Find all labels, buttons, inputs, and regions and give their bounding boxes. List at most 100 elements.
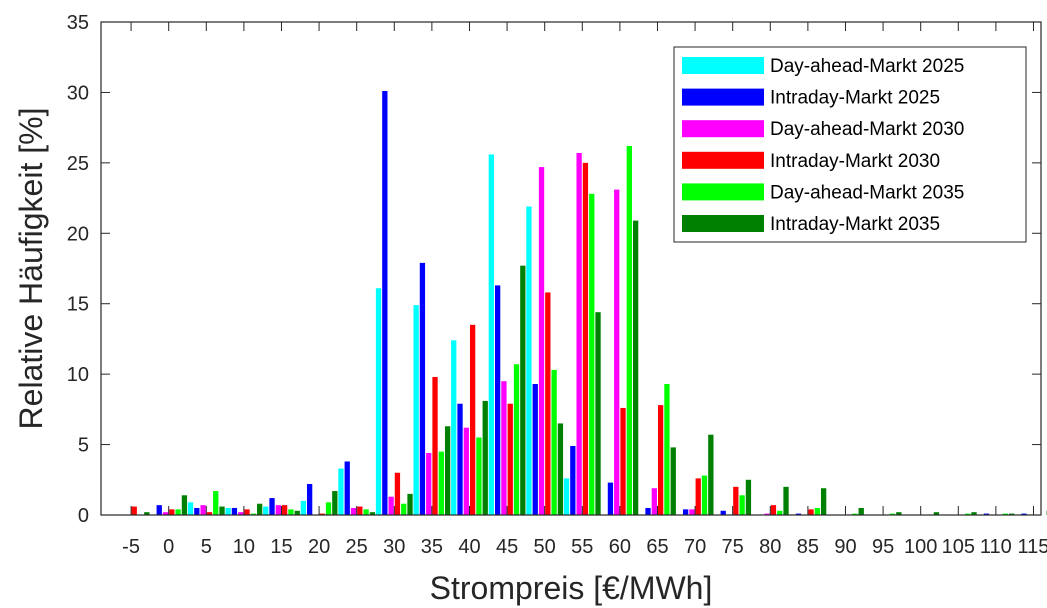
bar — [175, 509, 181, 515]
bar — [526, 206, 532, 515]
bar — [169, 509, 175, 515]
x-tick-label: 40 — [458, 536, 480, 558]
x-tick-label: 10 — [233, 536, 255, 558]
x-tick-label: -5 — [122, 536, 140, 558]
bar — [294, 510, 300, 515]
legend-swatch — [682, 120, 764, 138]
bar — [689, 509, 695, 515]
bar — [181, 495, 188, 515]
x-tick-label: 15 — [270, 536, 292, 558]
plot-frame — [100, 21, 1042, 516]
bar — [764, 513, 770, 515]
x-tick-label: 110 — [980, 536, 1012, 558]
bar — [288, 509, 294, 515]
bar — [739, 495, 745, 515]
y-tick-label: 5 — [78, 435, 89, 457]
bar — [344, 461, 350, 515]
bar — [720, 510, 726, 515]
legend-swatch — [682, 183, 764, 201]
bar — [620, 407, 626, 515]
x-tick-label: 70 — [684, 536, 706, 558]
x-tick-label: 0 — [163, 536, 174, 558]
x-tick-label: 20 — [308, 536, 330, 558]
legend-swatch — [682, 151, 764, 169]
bar — [131, 506, 137, 515]
bar — [350, 507, 357, 515]
x-tick-label: 35 — [421, 536, 443, 558]
bar — [570, 445, 576, 515]
legend-swatch — [682, 88, 764, 106]
bar — [657, 405, 664, 515]
bar — [889, 513, 896, 515]
bar — [238, 512, 244, 515]
bar — [300, 500, 306, 515]
bar — [682, 509, 689, 515]
bar — [820, 488, 827, 515]
bar — [325, 502, 332, 515]
bar — [783, 486, 789, 515]
x-axis-label: Strompreis [€/MWh] — [430, 570, 713, 606]
x-tick-label: 30 — [383, 536, 405, 558]
bar — [701, 475, 708, 515]
bar — [225, 507, 231, 515]
x-tick-label: 60 — [609, 536, 631, 558]
bar — [269, 498, 275, 515]
bar — [469, 324, 476, 515]
bar — [896, 512, 902, 515]
bar — [494, 285, 501, 515]
bar — [795, 513, 802, 515]
y-tick-label: 0 — [78, 505, 89, 527]
y-tick-label: 20 — [67, 223, 89, 245]
x-tick-label: 95 — [872, 536, 894, 558]
x-tick-label: 100 — [904, 536, 937, 558]
bar — [607, 482, 614, 515]
bar — [589, 193, 595, 515]
legend-box — [673, 46, 1027, 243]
legend-label: Intraday-Markt 2035 — [770, 214, 940, 235]
legend-swatch — [682, 57, 764, 74]
bar — [965, 513, 971, 515]
bar — [1002, 513, 1008, 515]
bar — [576, 153, 582, 515]
bar — [501, 381, 507, 515]
bar — [375, 288, 382, 515]
bar — [626, 145, 632, 515]
bar — [306, 484, 313, 515]
bar — [858, 507, 864, 515]
x-tick-label: 50 — [534, 536, 556, 558]
y-tick-label: 10 — [67, 364, 89, 386]
bar — [438, 451, 444, 515]
bar — [507, 403, 513, 515]
bar — [162, 512, 169, 515]
bar — [357, 506, 363, 515]
bar — [231, 507, 238, 515]
bar — [708, 434, 714, 515]
bar — [194, 507, 200, 515]
x-tick-label: 75 — [722, 536, 744, 558]
bar — [1021, 513, 1027, 515]
x-tick-label: 5 — [201, 536, 212, 558]
bar — [263, 506, 269, 515]
bar — [187, 502, 194, 515]
bar — [538, 167, 545, 515]
bar — [670, 447, 676, 515]
bar — [563, 478, 570, 515]
bar — [382, 91, 388, 516]
bar — [250, 513, 256, 515]
bar — [808, 509, 814, 515]
bar — [444, 426, 451, 515]
bar — [551, 369, 557, 515]
bar — [463, 427, 469, 515]
bar — [933, 512, 940, 515]
bar — [413, 305, 419, 515]
bar — [513, 364, 520, 515]
bar — [532, 384, 538, 515]
bar — [971, 512, 977, 515]
bar — [614, 189, 620, 515]
y-tick-label: 30 — [67, 82, 89, 104]
bar — [363, 509, 369, 515]
legend-label: Day-ahead-Markt 2030 — [770, 119, 964, 140]
bar — [256, 503, 263, 515]
x-tick-label: 85 — [797, 536, 819, 558]
